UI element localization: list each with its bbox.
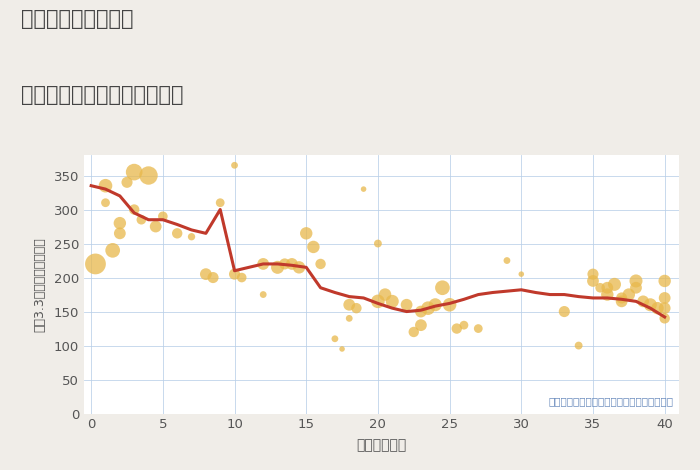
Point	[114, 219, 125, 227]
Point	[121, 179, 132, 186]
Point	[286, 260, 297, 268]
Point	[587, 270, 598, 278]
Point	[386, 298, 398, 305]
Point	[573, 342, 584, 349]
Text: 東京都練馬区小竹町: 東京都練馬区小竹町	[21, 9, 134, 30]
Point	[631, 277, 642, 285]
Point	[458, 321, 470, 329]
Point	[150, 223, 161, 230]
Y-axis label: 坪（3.3㎡）単価（万円）: 坪（3.3㎡）単価（万円）	[34, 237, 47, 332]
Point	[423, 305, 434, 312]
Point	[401, 301, 412, 308]
Point	[300, 229, 312, 237]
Point	[272, 264, 284, 271]
Text: 築年数別中古マンション価格: 築年数別中古マンション価格	[21, 85, 183, 105]
Point	[143, 172, 154, 179]
Point	[616, 298, 627, 305]
Point	[379, 291, 391, 298]
Point	[659, 314, 671, 322]
Point	[501, 257, 512, 264]
Point	[329, 335, 340, 343]
Point	[638, 298, 649, 305]
Point	[631, 284, 642, 291]
Point	[114, 229, 125, 237]
Point	[473, 325, 484, 332]
Point	[172, 229, 183, 237]
Point	[645, 301, 656, 308]
Point	[623, 291, 634, 298]
Point	[158, 212, 169, 220]
Point	[437, 284, 448, 291]
Point	[659, 294, 671, 302]
Point	[215, 199, 226, 206]
Point	[344, 314, 355, 322]
Point	[100, 182, 111, 189]
Point	[229, 270, 240, 278]
Point	[258, 291, 269, 298]
Point	[344, 301, 355, 308]
Point	[186, 233, 197, 241]
Point	[136, 216, 147, 223]
Point	[229, 162, 240, 169]
Point	[652, 305, 663, 312]
Point	[100, 199, 111, 206]
Point	[351, 305, 362, 312]
Point	[594, 284, 606, 291]
Point	[587, 277, 598, 285]
Point	[129, 168, 140, 176]
Point	[415, 321, 426, 329]
Point	[236, 274, 247, 282]
Point	[129, 206, 140, 213]
Point	[293, 264, 304, 271]
Point	[602, 284, 613, 291]
Point	[659, 277, 671, 285]
Point	[609, 281, 620, 288]
Point	[602, 291, 613, 298]
Point	[516, 270, 527, 278]
Point	[559, 308, 570, 315]
Point	[408, 328, 419, 336]
Point	[659, 305, 671, 312]
Point	[430, 301, 441, 308]
Point	[415, 308, 426, 315]
Point	[200, 270, 211, 278]
Point	[452, 325, 463, 332]
Point	[616, 294, 627, 302]
Text: 円の大きさは、取引のあった物件面積を示す: 円の大きさは、取引のあった物件面積を示す	[548, 396, 673, 406]
Point	[258, 260, 269, 268]
Point	[308, 243, 319, 251]
Point	[207, 274, 218, 282]
Point	[107, 247, 118, 254]
Point	[337, 345, 348, 352]
Point	[358, 185, 369, 193]
Point	[315, 260, 326, 268]
Point	[444, 301, 455, 308]
Point	[372, 298, 384, 305]
Point	[372, 240, 384, 247]
Point	[279, 260, 290, 268]
Point	[90, 260, 101, 268]
X-axis label: 築年数（年）: 築年数（年）	[356, 439, 407, 453]
